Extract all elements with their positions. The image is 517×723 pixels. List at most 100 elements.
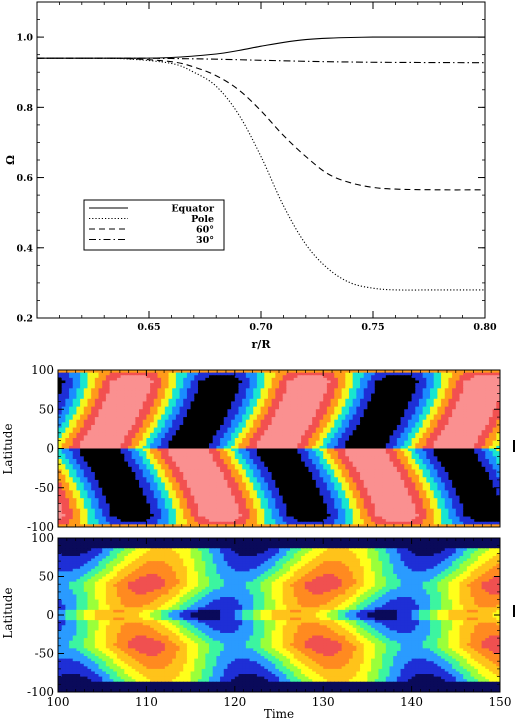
heatmap-cell [463,401,468,405]
heatmap-cell [80,443,85,447]
heatmap-cell [183,456,188,460]
heatmap-cell [422,432,427,437]
heatmap-cell [131,427,136,431]
heatmap-cell [323,456,328,460]
heatmap-cell [98,370,103,374]
heatmap-cell [385,445,391,450]
heatmap-cell [83,448,89,452]
heatmap-cell [131,370,136,374]
heatmap-cell [157,456,162,460]
heatmap-cell [352,464,357,468]
heatmap-cell [76,422,81,426]
heatmap-cell [116,448,122,452]
heatmap-cell [348,380,354,384]
heatmap-cell [334,414,339,418]
heatmap-cell [164,440,170,444]
heatmap-cell [411,453,416,457]
heatmap-cell [98,406,103,410]
heatmap-cell [102,414,107,418]
heatmap-cell [430,370,435,374]
heatmap-cell [382,409,387,413]
heatmap-cell [374,401,380,405]
heatmap-cell [238,448,243,452]
heatmap-cell [290,445,295,450]
heatmap-cell [488,453,494,457]
heatmap-cell [175,406,181,410]
heatmap-cell [437,398,442,402]
heatmap-cell [422,388,427,392]
heatmap-cell [139,372,144,376]
heatmap-cell [157,393,162,397]
heatmap-cell [448,417,453,421]
heatmap-cell [220,451,225,455]
heatmap-cell [466,472,472,476]
heatmap-cell [109,440,114,444]
heatmap-cell [293,396,299,400]
heatmap-cell [481,461,486,465]
heatmap-cell [430,396,435,400]
heatmap-cell [175,396,181,400]
heatmap-cell [345,383,350,387]
heatmap-cell [411,466,416,471]
heatmap-cell [337,401,343,405]
heatmap-cell [426,466,431,471]
heatmap-cell [83,461,89,465]
heatmap-cell [341,388,346,392]
heatmap-cell [87,464,92,468]
heatmap-cell [109,432,114,437]
heatmap-cell [452,448,457,452]
heatmap-cell [301,445,306,450]
heatmap-cell [216,430,221,434]
heatmap-cell [231,411,236,416]
heatmap-cell [312,414,317,418]
heatmap-cell [496,375,500,379]
heatmap-cell [197,453,203,457]
heatmap-cell [91,440,96,444]
heatmap-cell [190,375,195,379]
heatmap-cell [113,424,118,429]
heatmap-cell [492,435,497,439]
heatmap-cell [146,448,151,452]
heatmap-cell [102,396,107,400]
heatmap-cell [146,453,151,457]
heatmap-cell [301,398,306,402]
heatmap-cell [186,438,192,442]
heatmap-cell [488,414,494,418]
heatmap-cell [470,398,475,402]
heatmap-cell [135,393,140,397]
heatmap-cell [150,443,155,447]
heatmap-cell [396,406,402,410]
heatmap-cell [135,435,140,439]
heatmap-cell [323,377,328,382]
heatmap-cell [234,396,240,400]
heatmap-cell [231,377,236,382]
heatmap-cell [205,401,210,405]
heatmap-cell [422,377,427,382]
heatmap-cell [205,472,210,476]
heatmap-cell [80,448,85,452]
heatmap-cell [422,370,427,374]
heatmap-cell [209,383,214,387]
heatmap-cell [345,435,350,439]
heatmap-cell [253,461,258,465]
heatmap-cell [142,377,147,382]
heatmap-cell [131,377,136,382]
heatmap-cell [65,464,70,468]
heatmap-cell [422,427,427,431]
heatmap-cell [113,372,118,376]
heatmap-cell [231,406,236,410]
heatmap-cell [127,393,133,397]
heatmap-cell [407,453,413,457]
heatmap-cell [194,375,199,379]
heatmap-cell [61,409,66,413]
heatmap-cell [496,435,500,439]
heatmap-cell [448,383,453,387]
heatmap-cell [308,398,313,402]
heatmap-cell [430,466,435,471]
heatmap-cell [485,438,490,442]
heatmap-cell [382,427,387,431]
heatmap-cell [190,451,195,455]
heatmap-cell [146,398,151,402]
heatmap-cell [253,430,258,434]
heatmap-cell [113,375,118,379]
